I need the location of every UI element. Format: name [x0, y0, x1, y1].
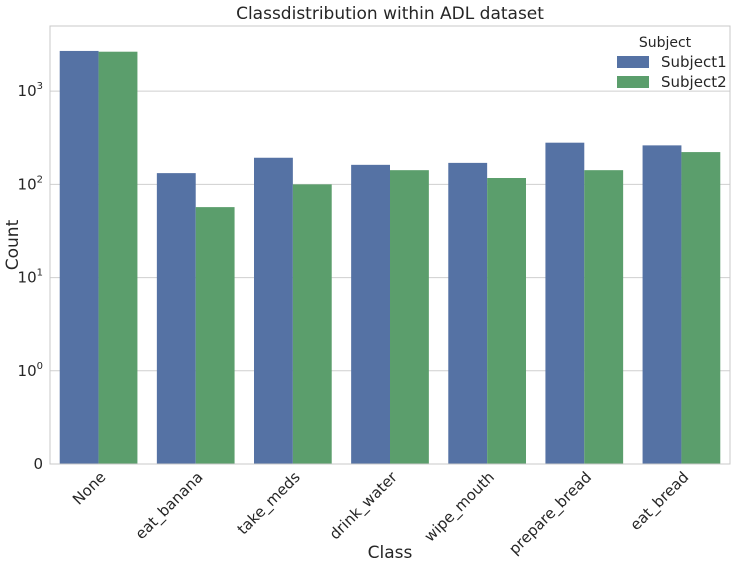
- x-tick-label: take_meds: [234, 468, 305, 539]
- legend-swatch: [617, 56, 649, 68]
- x-tick-label: None: [69, 468, 109, 508]
- bar-subject1-none: [59, 50, 99, 464]
- chart-title: Classdistribution within ADL dataset: [236, 4, 544, 24]
- bar-subject1-wipe-mouth: [448, 162, 488, 464]
- x-tick-label: eat_bread: [626, 468, 693, 535]
- bar-subject1-prepare-bread: [545, 142, 585, 465]
- legend: Subject Subject1 Subject2: [617, 35, 727, 91]
- bar-subject2-eat-bread: [681, 152, 721, 465]
- bar-subject2-take-meds: [292, 184, 332, 464]
- x-tick-label: wipe_mouth: [421, 468, 499, 546]
- x-tick-label: drink_water: [326, 468, 402, 544]
- legend-title: Subject: [639, 35, 692, 51]
- y-axis-label: Count: [3, 219, 23, 270]
- legend-swatch: [617, 76, 649, 88]
- bar-subject2-prepare-bread: [584, 170, 624, 464]
- x-tick-label: eat_banana: [132, 468, 208, 544]
- y-tick-label: 103: [18, 81, 43, 100]
- x-axis-label: Class: [368, 543, 413, 563]
- bars: [59, 50, 721, 465]
- y-axis: 0 100 101 102 103: [18, 81, 43, 473]
- bar-subject1-drink-water: [351, 164, 390, 464]
- bar-subject1-take-meds: [254, 157, 293, 465]
- bar-subject2-wipe-mouth: [487, 178, 526, 464]
- bar-subject2-drink-water: [390, 170, 429, 464]
- y-tick-label: 100: [18, 361, 43, 380]
- plot-frame: [49, 25, 731, 465]
- bar-subject1-eat-bread: [642, 145, 682, 464]
- y-tick-label: 0: [33, 455, 43, 473]
- y-tick-label: 102: [18, 174, 43, 193]
- bar-subject1-eat-banana: [156, 173, 196, 465]
- x-tick-label: prepare_bread: [505, 468, 596, 559]
- bar-subject2-eat-banana: [195, 207, 235, 464]
- legend-entry: Subject1: [661, 53, 727, 71]
- bar-subject2-none: [98, 51, 138, 464]
- legend-entry: Subject2: [661, 73, 727, 91]
- y-tick-label: 101: [18, 268, 43, 287]
